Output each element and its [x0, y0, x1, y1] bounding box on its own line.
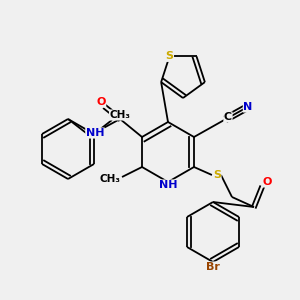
- Text: C: C: [224, 112, 232, 122]
- Text: Br: Br: [206, 262, 220, 272]
- Text: O: O: [262, 177, 272, 187]
- Text: NH: NH: [159, 180, 177, 190]
- Text: N: N: [243, 102, 253, 112]
- Text: NH: NH: [86, 128, 104, 138]
- Text: CH₃: CH₃: [100, 174, 121, 184]
- Text: S: S: [213, 170, 221, 180]
- Text: CH₃: CH₃: [110, 110, 130, 120]
- Text: S: S: [166, 51, 173, 62]
- Text: O: O: [96, 97, 106, 107]
